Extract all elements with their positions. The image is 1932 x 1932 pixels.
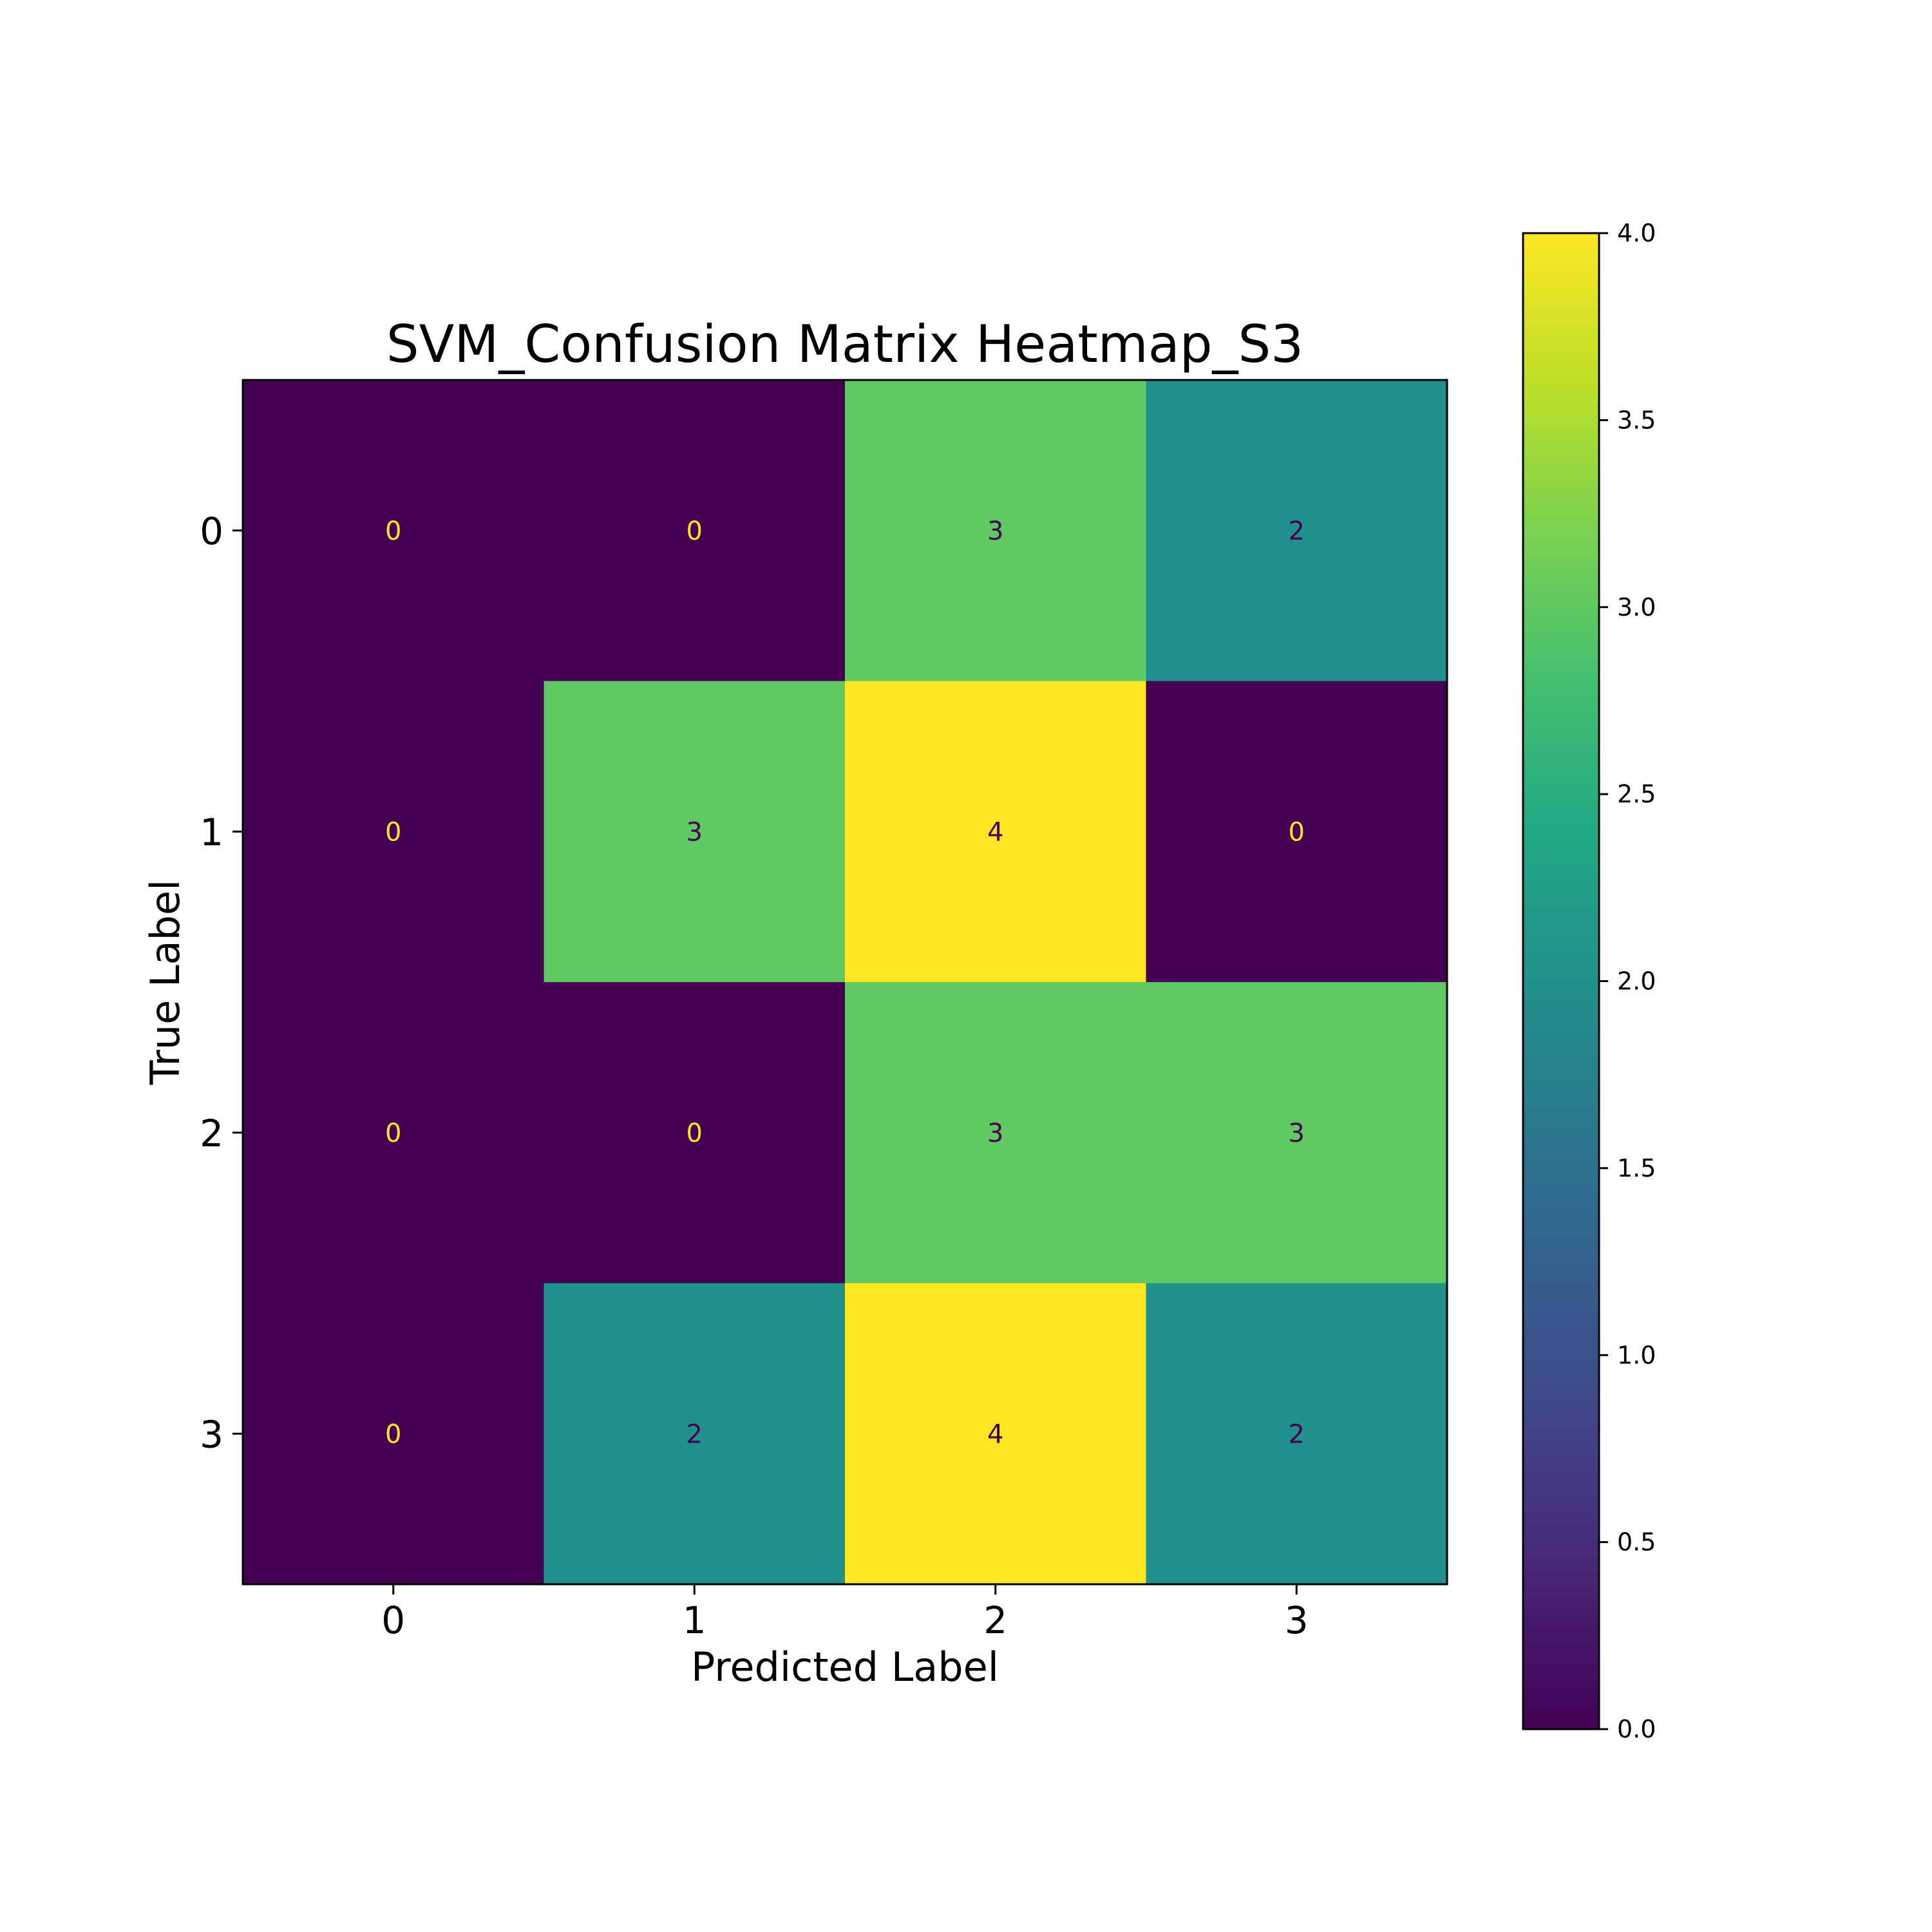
cell-value-label: 0 bbox=[385, 1419, 401, 1449]
cell-value-label: 0 bbox=[687, 516, 703, 546]
cell-value-label: 3 bbox=[687, 817, 703, 847]
heatmap-cell bbox=[1146, 982, 1448, 1283]
cell-value-label: 0 bbox=[1289, 817, 1305, 847]
colorbar-tick-label: 2.5 bbox=[1617, 780, 1656, 808]
x-tick-label: 2 bbox=[983, 1598, 1007, 1642]
heatmap-cell bbox=[243, 1283, 544, 1585]
x-tick-label: 1 bbox=[683, 1598, 706, 1642]
heatmap-cell bbox=[845, 982, 1146, 1283]
chart-title: SVM_Confusion Matrix Heatmap_S3 bbox=[386, 314, 1303, 374]
cell-value-label: 3 bbox=[987, 516, 1003, 546]
cell-value-label: 0 bbox=[687, 1119, 703, 1148]
heatmap-cells bbox=[243, 380, 1448, 1585]
y-axis-label: True Label bbox=[142, 880, 189, 1086]
heatmap-cell bbox=[1146, 1283, 1448, 1585]
cell-value-label: 3 bbox=[1289, 1119, 1305, 1148]
cell-value-label: 4 bbox=[987, 817, 1003, 847]
x-tick-label: 3 bbox=[1285, 1598, 1309, 1642]
colorbar-tick-label: 0.5 bbox=[1617, 1528, 1656, 1557]
colorbar-tick-label: 2.0 bbox=[1617, 967, 1656, 996]
colorbar-tick-label: 4.0 bbox=[1617, 219, 1656, 247]
x-axis-ticks: 0 1 2 3 bbox=[381, 1584, 1309, 1642]
heatmap-cell bbox=[544, 1283, 846, 1585]
colorbar-tick-label: 0.0 bbox=[1617, 1715, 1656, 1743]
y-tick-label: 2 bbox=[200, 1112, 223, 1155]
cell-value-label: 4 bbox=[987, 1419, 1003, 1449]
colorbar-tick-label: 1.0 bbox=[1617, 1341, 1656, 1369]
heatmap-cell bbox=[845, 681, 1146, 983]
cell-value-label: 0 bbox=[385, 516, 401, 546]
y-axis-ticks: 0 1 2 3 bbox=[200, 509, 243, 1456]
heatmap-cell bbox=[243, 380, 544, 681]
colorbar bbox=[1522, 232, 1600, 1730]
heatmap-cell bbox=[243, 681, 544, 983]
cell-value-label: 2 bbox=[1289, 516, 1305, 546]
x-axis-label: Predicted Label bbox=[691, 1643, 999, 1690]
cell-value-label: 2 bbox=[1289, 1419, 1305, 1449]
heatmap-cell bbox=[243, 982, 544, 1283]
cell-value-label: 0 bbox=[385, 1119, 401, 1148]
colorbar-tick-label: 3.0 bbox=[1617, 593, 1656, 621]
plot-frame bbox=[242, 379, 1448, 1586]
y-tick-label: 1 bbox=[200, 810, 223, 854]
heatmap-cell bbox=[845, 380, 1146, 681]
cell-value-label: 3 bbox=[987, 1119, 1003, 1148]
y-tick-label: 3 bbox=[200, 1412, 223, 1456]
x-tick-label: 0 bbox=[381, 1598, 405, 1642]
heatmap-cell-labels: 0 0 3 2 0 3 4 0 0 0 3 3 0 2 4 2 bbox=[385, 516, 1305, 1450]
colorbar-ticks: 0.0 0.5 1.0 1.5 2.0 2.5 3.0 3.5 4.0 bbox=[1599, 219, 1656, 1743]
heatmap-cell bbox=[845, 1283, 1146, 1585]
heatmap-cell bbox=[1146, 681, 1448, 983]
y-tick-label: 0 bbox=[200, 509, 223, 553]
cell-value-label: 0 bbox=[385, 817, 401, 847]
colorbar-tick-label: 1.5 bbox=[1617, 1154, 1656, 1182]
heatmap-cell bbox=[544, 982, 846, 1283]
heatmap-cell bbox=[544, 380, 846, 681]
heatmap-cell bbox=[544, 681, 846, 983]
colorbar-tick-label: 3.5 bbox=[1617, 406, 1656, 434]
cell-value-label: 2 bbox=[687, 1419, 703, 1449]
heatmap-cell bbox=[1146, 380, 1448, 681]
